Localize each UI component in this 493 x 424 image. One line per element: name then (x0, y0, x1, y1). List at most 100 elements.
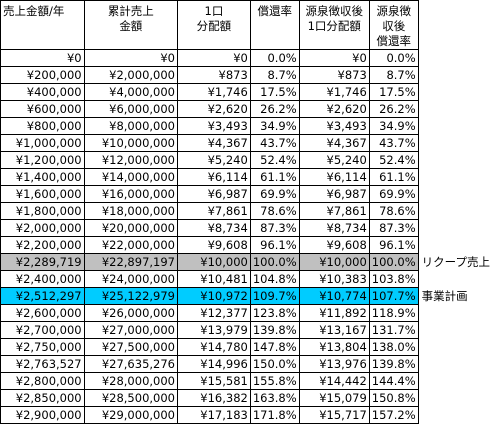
table-cell: ¥2,750,000 (0, 338, 85, 356)
table-row: ¥0 ¥0 ¥0 0.0% ¥0 0.0% (0, 49, 493, 67)
table-cell: ¥28,500,000 (83, 389, 179, 407)
table-cell: ¥4,367 (298, 134, 370, 152)
row-note-empty (418, 339, 492, 356)
table-cell: ¥2,600,000 (0, 304, 85, 322)
table-cell: ¥27,500,000 (83, 338, 179, 356)
table-cell: 61.1% (368, 168, 419, 186)
table-cell: ¥17,183 (177, 406, 251, 424)
table-cell: 144.4% (368, 372, 419, 390)
table-cell: ¥2,512,297 (0, 287, 85, 305)
row-note-empty (418, 322, 492, 339)
table-cell: ¥0 (298, 49, 370, 67)
table-cell: ¥15,717 (298, 406, 370, 424)
table-cell: ¥2,000,000 (0, 219, 85, 237)
table-cell: ¥4,367 (177, 134, 251, 152)
table-cell: ¥3,493 (177, 117, 251, 135)
table-cell: 147.8% (249, 338, 300, 356)
header-cell: 源泉徴収後 償還率 (368, 0, 419, 50)
row-note-empty (418, 356, 492, 373)
table-cell: ¥2,289,719 (0, 253, 85, 271)
table-row: ¥2,850,000 ¥28,500,000 ¥16,382 163.8% ¥15,07… (0, 389, 493, 407)
table-cell: 138.0% (368, 338, 419, 356)
table-cell: 78.6% (368, 202, 419, 220)
table-cell: ¥1,600,000 (0, 185, 85, 203)
table-cell: 17.5% (249, 83, 300, 101)
table-cell: ¥24,000,000 (83, 270, 179, 288)
table-cell: ¥6,114 (298, 168, 370, 186)
table-cell: ¥873 (298, 66, 370, 84)
table-cell: ¥29,000,000 (83, 406, 179, 424)
table-cell: ¥16,000,000 (83, 185, 179, 203)
table-cell: ¥7,861 (298, 202, 370, 220)
row-note: リクープ売上 (421, 255, 490, 269)
table-cell: ¥13,804 (298, 338, 370, 356)
table-cell: ¥13,979 (177, 321, 251, 339)
table-cell: ¥0 (83, 49, 179, 67)
row-note-empty (418, 101, 492, 118)
row-note-empty (418, 271, 492, 288)
table-cell: ¥13,976 (298, 355, 370, 373)
table-row: ¥1,800,000 ¥18,000,000 ¥7,861 78.6% ¥7,861 78… (0, 202, 493, 220)
row-note-empty (418, 237, 492, 254)
table-row: ¥2,900,000 ¥29,000,000 ¥17,183 171.8% ¥15,71… (0, 406, 493, 424)
table-cell: ¥2,800,000 (0, 372, 85, 390)
table-cell: ¥10,774 (298, 287, 370, 305)
table-cell: ¥5,240 (298, 151, 370, 169)
table-cell: 8.7% (368, 66, 419, 84)
table-cell: ¥16,382 (177, 389, 251, 407)
table-cell: ¥7,861 (177, 202, 251, 220)
table-row: ¥2,600,000 ¥26,000,000 ¥12,377 123.8% ¥11,89… (0, 304, 493, 322)
row-note-empty (418, 186, 492, 203)
table-cell: ¥2,620 (298, 100, 370, 118)
table-cell: ¥2,900,000 (0, 406, 85, 424)
table-row: ¥2,289,719 ¥22,897,197 ¥10,000 100.0% ¥10,00… (0, 253, 493, 271)
table-cell: 43.7% (368, 134, 419, 152)
table-row: ¥2,400,000 ¥24,000,000 ¥10,481 104.8% ¥10,38… (0, 270, 493, 288)
table-row: ¥2,512,297 ¥25,122,979 ¥10,972 109.7% ¥10,77… (0, 287, 493, 305)
row-note-empty (418, 373, 492, 390)
table-cell: 43.7% (249, 134, 300, 152)
table-cell: 69.9% (368, 185, 419, 203)
table-cell: ¥14,000,000 (83, 168, 179, 186)
table-cell: 34.9% (368, 117, 419, 135)
table-cell: ¥20,000,000 (83, 219, 179, 237)
table-cell: ¥15,079 (298, 389, 370, 407)
table-cell: ¥1,746 (177, 83, 251, 101)
header-row: 売上金額/年 累計売上 金額 1口 分配額 償還率 源泉徴収後 1口分配額 源泉徴収後 償… (0, 0, 493, 50)
table-cell: ¥22,000,000 (83, 236, 179, 254)
table-cell: 139.8% (249, 321, 300, 339)
table-row: ¥400,000 ¥4,000,000 ¥1,746 17.5% ¥1,746 17.5% (0, 83, 493, 101)
table-cell: 109.7% (249, 287, 300, 305)
table-cell: ¥9,608 (177, 236, 251, 254)
table-row: ¥1,600,000 ¥16,000,000 ¥6,987 69.9% ¥6,987 69… (0, 185, 493, 203)
table-cell: ¥12,000,000 (83, 151, 179, 169)
table-cell: ¥600,000 (0, 100, 85, 118)
table-cell: 34.9% (249, 117, 300, 135)
table-cell: 139.8% (368, 355, 419, 373)
table-cell: ¥8,000,000 (83, 117, 179, 135)
table-cell: ¥2,400,000 (0, 270, 85, 288)
row-note-empty (418, 407, 492, 424)
table-cell: 69.9% (249, 185, 300, 203)
table-cell: ¥10,000,000 (83, 134, 179, 152)
table-cell: 150.8% (368, 389, 419, 407)
table-row: ¥2,800,000 ¥28,000,000 ¥15,581 155.8% ¥14,44… (0, 372, 493, 390)
table-cell: 118.9% (368, 304, 419, 322)
table-cell: ¥2,763,527 (0, 355, 85, 373)
row-note-empty (418, 203, 492, 220)
row-note-empty (418, 390, 492, 407)
blank-header (418, 1, 492, 50)
header-cell: 源泉徴収後 1口分配額 (298, 0, 370, 50)
table-cell: ¥0 (0, 49, 85, 67)
table-row: ¥2,700,000 ¥27,000,000 ¥13,979 139.8% ¥13,16… (0, 321, 493, 339)
table-cell: ¥2,620 (177, 100, 251, 118)
row-note-empty (418, 305, 492, 322)
table-cell: 52.4% (249, 151, 300, 169)
row-note-empty (418, 67, 492, 84)
table-row: ¥2,200,000 ¥22,000,000 ¥9,608 96.1% ¥9,608 96… (0, 236, 493, 254)
table-row: ¥800,000 ¥8,000,000 ¥3,493 34.9% ¥3,493 34.9% (0, 117, 493, 135)
table-cell: 78.6% (249, 202, 300, 220)
table-cell: 52.4% (368, 151, 419, 169)
table-cell: 163.8% (249, 389, 300, 407)
table-cell: 61.1% (249, 168, 300, 186)
